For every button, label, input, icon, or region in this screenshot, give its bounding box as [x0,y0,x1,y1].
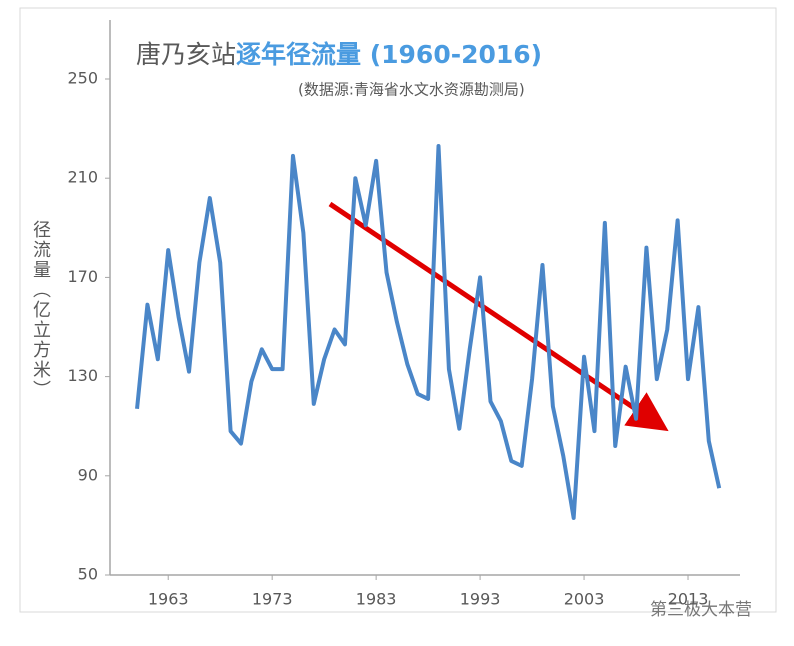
y-tick-label: 90 [78,465,98,484]
y-tick-label: 210 [67,168,98,187]
x-tick-label: 1993 [460,590,501,609]
y-tick-label: 170 [67,267,98,286]
chart-title: 唐乃亥站逐年径流量 (1960-2016) [136,40,542,69]
x-tick-label: 1973 [252,590,293,609]
x-tick-label: 1963 [148,590,189,609]
y-axis-label: 径流量（亿立方米） [30,220,51,400]
y-tick-label: 130 [67,366,98,385]
y-tick-label: 50 [78,565,98,584]
y-tick-label: 250 [67,69,98,88]
subtitle: (数据源:青海省水文水资源勘测局) [298,81,525,99]
data-line [135,143,722,520]
x-tick-label: 2013 [668,590,709,609]
watermark: 第三极大本营 [650,600,752,620]
x-tick-label: 1983 [356,590,397,609]
title-prefix: 唐乃亥站 [136,40,236,69]
chart-frame [19,7,777,613]
x-tick-label: 2003 [564,590,605,609]
title-main: 逐年径流量 (1960-2016) [236,40,542,69]
